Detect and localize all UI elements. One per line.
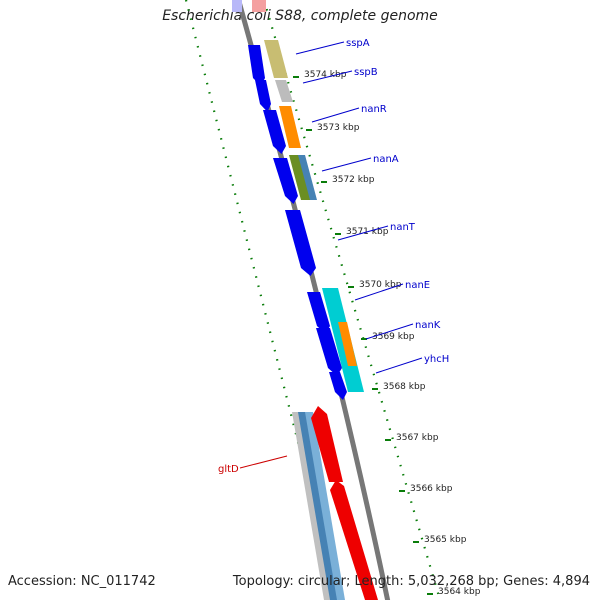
gene-leader-line [354, 283, 404, 301]
gene-label-sspA: sspA [346, 38, 370, 49]
cds-arrow [255, 80, 271, 112]
rna-arrow [311, 406, 343, 482]
gene-label-nanR: nanR [361, 104, 387, 115]
cds-arrow [285, 210, 316, 276]
gene-label-nanK: nanK [415, 320, 441, 331]
tick-label: 3569 kbp [372, 332, 415, 342]
tick-label: 3564 kbp [438, 587, 481, 597]
feature-bar [298, 412, 338, 600]
gene-leader-line [295, 41, 345, 55]
cds-arrow [316, 328, 342, 376]
cds-arrow [263, 110, 286, 154]
rna-arrow [330, 480, 378, 600]
tick-label: 3568 kbp [383, 382, 426, 392]
tick-label: 3567 kbp [396, 433, 439, 443]
feature-bar [264, 40, 288, 78]
gene-leader-line [365, 323, 414, 340]
cds-arrow [248, 45, 265, 86]
tick-label: 3572 kbp [332, 175, 375, 185]
gene-label-sspB: sspB [354, 67, 378, 78]
feature-bar [298, 155, 317, 200]
tick-label: 3573 kbp [317, 123, 360, 133]
feature-bar [338, 322, 357, 366]
feature-bar [289, 155, 311, 200]
gene-leader-line [311, 107, 360, 123]
cds-arrow [307, 292, 330, 334]
tick-label: 3574 kbp [304, 70, 347, 80]
tick-label: 3566 kbp [410, 484, 453, 494]
gene-label-nanE: nanE [405, 280, 430, 291]
cds-arrow [329, 372, 347, 400]
gene-leader-line [302, 70, 353, 84]
outer-tick-rail [262, 0, 442, 600]
gene-label-nanA: nanA [373, 154, 399, 165]
gene-leader-line [239, 455, 288, 469]
accession-text: Accession: NC_011742 [8, 574, 156, 589]
cds-arrow [273, 158, 298, 204]
gene-label-nanT: nanT [390, 222, 416, 233]
tick-label: 3565 kbp [424, 535, 467, 545]
map-title: Escherichia coli S88, complete genome [162, 8, 438, 24]
feature-bar [232, 0, 242, 12]
feature-bar [275, 80, 293, 102]
feature-bar [305, 412, 345, 600]
gene-leader-line [375, 357, 423, 374]
gene-leader-line [337, 225, 389, 241]
gene-leader-line [321, 157, 372, 172]
gene-label-gltD: gltD [218, 464, 239, 475]
gene-label-yhcH: yhcH [424, 354, 449, 365]
feature-bar [279, 106, 301, 148]
tick-label: 3570 kbp [359, 280, 402, 290]
genome-stats-text: Topology: circular; Length: 5,032,268 bp… [232, 574, 590, 589]
feature-bar [252, 0, 266, 12]
